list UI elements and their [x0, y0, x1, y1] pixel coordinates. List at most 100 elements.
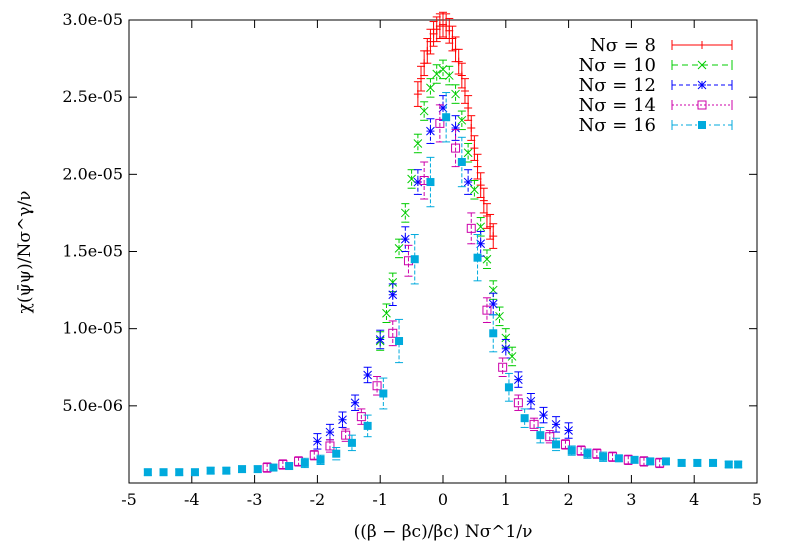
data-point — [426, 178, 435, 187]
data-point — [476, 239, 486, 249]
data-point — [442, 113, 451, 122]
series-4 — [143, 92, 743, 477]
data-point — [501, 344, 511, 354]
data-point — [513, 398, 523, 408]
data-point — [473, 253, 482, 262]
data-point — [413, 177, 423, 187]
y-axis: 5.0e-06 1.0e-05 1.5e-05 2.0e-05 2.5e-05 3.0e-… — [62, 10, 757, 415]
data-point — [372, 381, 382, 391]
y-tick-label: 1.5e-05 — [62, 242, 123, 261]
data-point — [489, 232, 498, 241]
data-point — [375, 335, 385, 344]
data-point — [504, 383, 513, 392]
data-point — [269, 463, 278, 472]
data-point — [457, 157, 466, 166]
data-point — [432, 69, 442, 79]
data-point — [661, 457, 670, 466]
data-point — [646, 457, 655, 466]
y-tick-label: 3.0e-05 — [62, 10, 123, 29]
series-0 — [413, 11, 498, 249]
data-point — [482, 305, 492, 315]
data-point — [388, 278, 398, 287]
data-point — [316, 455, 325, 464]
data-point — [451, 123, 460, 133]
y-tick-label: 2.5e-05 — [62, 87, 123, 106]
data-point — [400, 234, 410, 244]
data-point — [382, 308, 391, 318]
data-point — [325, 441, 335, 451]
x-tick-label: 2 — [564, 490, 574, 509]
data-point — [363, 370, 372, 380]
x-axis: -5 -4 -3 -2 -1 0 1 2 3 4 5 — [121, 20, 762, 509]
data-point — [454, 57, 463, 66]
data-point — [451, 89, 460, 99]
legend-label: Nσ = 12 — [579, 75, 656, 96]
data-point — [313, 436, 322, 446]
legend-label: Nσ = 16 — [579, 115, 656, 136]
data-point — [466, 223, 476, 233]
data-point — [413, 139, 423, 148]
data-point — [410, 255, 419, 264]
data-point — [514, 375, 523, 384]
data-point — [435, 118, 445, 128]
data-point — [507, 352, 517, 361]
data-point — [498, 362, 508, 372]
data-point — [400, 208, 410, 218]
series-1 — [375, 59, 517, 367]
data-point — [697, 60, 707, 70]
data-point — [238, 465, 247, 474]
data-point — [552, 440, 561, 449]
series-3 — [262, 104, 665, 473]
x-tick-label: -2 — [310, 490, 326, 509]
data-point — [473, 162, 482, 171]
data-point — [467, 124, 476, 133]
data-point — [709, 458, 718, 467]
data-point — [451, 143, 461, 153]
data-point — [614, 454, 623, 463]
data-point — [698, 121, 706, 129]
data-point — [630, 455, 639, 464]
data-point — [545, 432, 555, 442]
data-point — [350, 398, 360, 408]
series-2 — [313, 95, 573, 450]
data-point — [560, 439, 570, 449]
data-point — [583, 449, 592, 458]
data-point — [379, 389, 388, 398]
data-point — [300, 458, 309, 467]
data-point — [539, 410, 548, 420]
data-point — [222, 466, 231, 475]
data-point — [536, 431, 545, 440]
data-point — [724, 460, 733, 469]
data-point — [444, 71, 454, 80]
data-point — [356, 412, 366, 422]
y-tick-label: 1.0e-05 — [62, 319, 123, 338]
y-tick-label: 5.0e-06 — [62, 396, 123, 415]
data-point — [526, 396, 536, 406]
data-point — [332, 449, 341, 458]
y-tick-label: 2.0e-05 — [62, 164, 123, 183]
x-axis-label: ((β − βc)/βc) Nσ^1/ν — [354, 522, 533, 542]
data-point — [697, 80, 707, 90]
data-point — [190, 468, 199, 477]
data-point — [476, 222, 486, 232]
x-tick-label: -4 — [184, 490, 200, 509]
data-point — [460, 86, 469, 95]
x-tick-label: -5 — [121, 490, 137, 509]
data-point — [363, 421, 372, 430]
data-point — [677, 458, 686, 467]
data-point — [520, 414, 529, 423]
data-point — [325, 427, 335, 437]
data-point — [338, 415, 347, 425]
data-point — [470, 185, 479, 195]
data-point — [551, 419, 561, 429]
data-point — [567, 446, 576, 455]
data-point — [175, 468, 184, 477]
x-tick-label: -1 — [372, 490, 388, 509]
x-tick-label: -3 — [247, 490, 263, 509]
data-point — [564, 426, 573, 435]
legend-label: Nσ = 8 — [590, 35, 656, 56]
data-point — [734, 460, 743, 469]
data-point — [501, 333, 511, 343]
x-tick-label: 3 — [626, 490, 636, 509]
